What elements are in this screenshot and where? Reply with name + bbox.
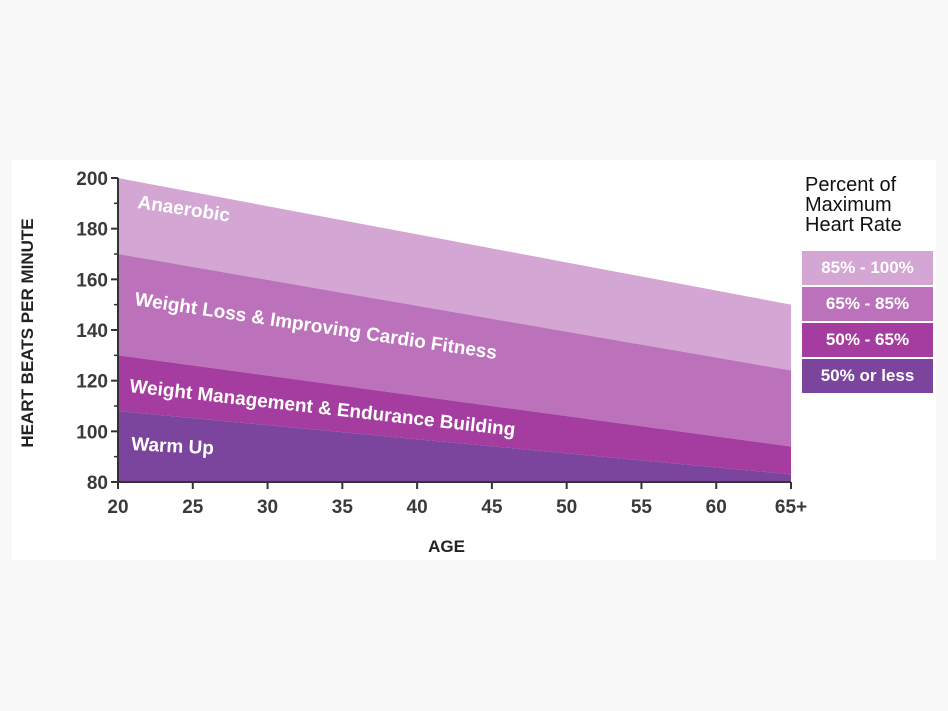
legend-item-50-or-less: 50% or less <box>802 359 933 393</box>
x-tick-label: 25 <box>182 497 204 518</box>
x-tick-label: 65+ <box>775 497 807 518</box>
zone-band-4 <box>118 411 791 482</box>
legend-item-85-100: 85% - 100% <box>802 251 933 285</box>
y-tick-label: 100 <box>76 422 108 443</box>
x-tick-label: 35 <box>332 497 354 518</box>
zone-band-2 <box>118 254 791 447</box>
y-tick-label: 200 <box>76 169 108 190</box>
chart-panel: Anaerobic Weight Loss & Improving Cardio … <box>12 160 936 560</box>
y-tick-label: 160 <box>76 270 108 291</box>
x-tick-label: 20 <box>107 497 128 518</box>
legend-title: Percent of Maximum Heart Rate <box>805 174 902 236</box>
y-tick-label: 120 <box>76 372 108 393</box>
x-tick-label: 55 <box>631 497 653 518</box>
x-axis-title: AGE <box>428 537 465 556</box>
zone-band-3 <box>118 355 791 475</box>
y-tick-label: 140 <box>76 321 108 342</box>
legend: Percent of Maximum Heart Rate 85% - 100%… <box>802 175 936 395</box>
x-tick-label: 60 <box>706 497 727 518</box>
legend-item-50-65: 50% - 65% <box>802 323 933 357</box>
x-tick-label: 45 <box>481 497 503 518</box>
y-tick-label: 80 <box>87 473 108 494</box>
y-tick-label: 180 <box>76 220 108 241</box>
zone-label-4: Warm Up <box>131 434 215 459</box>
x-tick-label: 50 <box>556 497 577 518</box>
x-tick-label: 40 <box>407 497 428 518</box>
y-axis-title: HEART BEATS PER MINUTE <box>18 218 37 447</box>
x-tick-label: 30 <box>257 497 278 518</box>
legend-item-65-85: 65% - 85% <box>802 287 933 321</box>
zone-band-1 <box>118 178 791 371</box>
